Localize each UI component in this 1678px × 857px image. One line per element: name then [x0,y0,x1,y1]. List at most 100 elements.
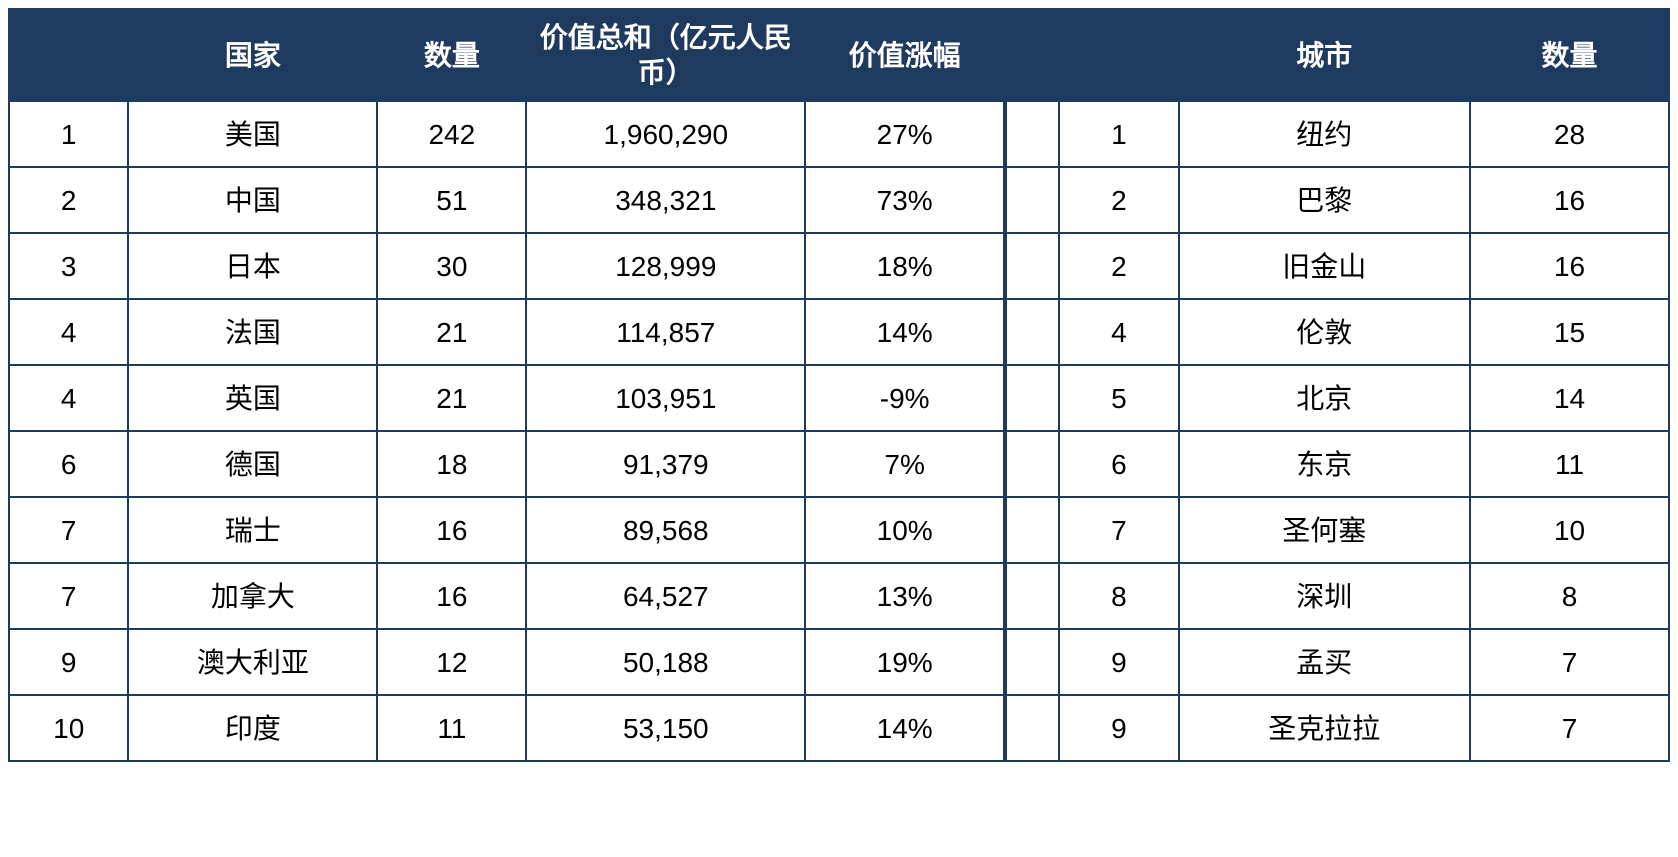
table-cell: 7 [9,563,128,629]
table-row: 6德国1891,3797% [9,431,1004,497]
table-cell: 4 [1059,299,1178,365]
col-count: 数量 [377,9,526,101]
col-separator [1006,9,1059,101]
table-cell: 纽约 [1179,101,1471,167]
table-cell: -9% [805,365,1004,431]
table-cell: 19% [805,629,1004,695]
table-cell: 16 [1470,167,1669,233]
table-cell: 242 [377,101,526,167]
col-city-rank [1059,9,1178,101]
table-cell: 圣何塞 [1179,497,1471,563]
table-cell: 73% [805,167,1004,233]
table-cell: 1,960,290 [526,101,805,167]
table-row: 4法国21114,85714% [9,299,1004,365]
table-cell: 7 [9,497,128,563]
country-table-body: 1美国2421,960,290 2 7% 2中国51348,32173%3日本3012… [9,101,1004,761]
table-cell: 15 [1470,299,1669,365]
table-cell: 德国 [128,431,377,497]
table-cell: 28 [1470,101,1669,167]
table-cell: 10 [9,695,128,761]
country-table: 国家 数量 价值总和（亿元人民币） 价值涨幅 1美国2421,960,29027… [8,8,1005,762]
table-row: 9孟买7 [1006,629,1669,695]
table-cell: 14 [1470,365,1669,431]
separator-cell [1006,629,1059,695]
table-row: 4英国21103,951-9% [9,365,1004,431]
table-cell: 18 [377,431,526,497]
table-cell: 103,951 [526,365,805,431]
table-row: 3日本30128,99918% [9,233,1004,299]
table-row: 7瑞士1689,56810% [9,497,1004,563]
table-cell: 114,857 [526,299,805,365]
table-cell: 50,188 [526,629,805,695]
table-cell: 348,321 [526,167,805,233]
table-cell: 6 [9,431,128,497]
table-cell: 11 [377,695,526,761]
table-cell: 圣克拉拉 [1179,695,1471,761]
tables-container: 国家 数量 价值总和（亿元人民币） 价值涨幅 1美国2421,960,29027… [8,8,1670,762]
table-cell: 30 [377,233,526,299]
separator-cell [1006,365,1059,431]
table-cell: 1 [1059,101,1178,167]
table-cell: 9 [1059,629,1178,695]
table-cell: 7% [805,431,1004,497]
table-cell: 10% [805,497,1004,563]
col-country: 国家 [128,9,377,101]
table-row: 1纽约28 [1006,101,1669,167]
table-cell: 7 [1470,629,1669,695]
table-row: 8深圳8 [1006,563,1669,629]
table-row: 2中国51348,32173% [9,167,1004,233]
table-row: 10印度1153,15014% [9,695,1004,761]
col-city: 城市 [1179,9,1471,101]
separator-cell [1006,431,1059,497]
separator-cell [1006,101,1059,167]
table-cell: 8 [1470,563,1669,629]
table-cell: 北京 [1179,365,1471,431]
table-cell: 14% [805,695,1004,761]
table-row: 6东京11 [1006,431,1669,497]
separator-cell [1006,233,1059,299]
table-row: 7加拿大1664,52713% [9,563,1004,629]
city-table: 城市 数量 1纽约282巴黎162旧金山164伦敦155北京146东京117圣何… [1005,8,1670,762]
table-row: 7圣何塞10 [1006,497,1669,563]
table-row: 5北京14 [1006,365,1669,431]
table-row: 2旧金山16 [1006,233,1669,299]
col-value: 价值总和（亿元人民币） [526,9,805,101]
table-cell: 8 [1059,563,1178,629]
table-cell: 64,527 [526,563,805,629]
table-cell: 9 [1059,695,1178,761]
table-cell: 法国 [128,299,377,365]
table-cell: 5 [1059,365,1178,431]
table-cell: 2 [1059,167,1178,233]
separator-cell [1006,497,1059,563]
separator-cell [1006,299,1059,365]
table-cell: 4 [9,299,128,365]
table-cell: 中国 [128,167,377,233]
table-cell: 澳大利亚 [128,629,377,695]
table-row: 2巴黎16 [1006,167,1669,233]
table-row: 9圣克拉拉7 [1006,695,1669,761]
table-row: 9澳大利亚1250,18819% [9,629,1004,695]
col-city-count: 数量 [1470,9,1669,101]
city-table-header-row: 城市 数量 [1006,9,1669,101]
table-row: 4伦敦15 [1006,299,1669,365]
separator-cell [1006,563,1059,629]
table-cell: 21 [377,365,526,431]
table-cell: 深圳 [1179,563,1471,629]
table-cell: 16 [377,497,526,563]
table-cell: 1 [9,101,128,167]
table-cell: 巴黎 [1179,167,1471,233]
table-cell: 14% [805,299,1004,365]
table-cell: 7 [1470,695,1669,761]
table-cell: 16 [377,563,526,629]
table-cell: 2 [9,167,128,233]
table-cell: 18% [805,233,1004,299]
table-cell: 7 [1059,497,1178,563]
table-cell: 3 [9,233,128,299]
table-cell: 英国 [128,365,377,431]
table-cell: 美国 [128,101,377,167]
table-cell: 2 [1059,233,1178,299]
table-cell: 128,999 [526,233,805,299]
table-cell: 4 [9,365,128,431]
table-cell: 53,150 [526,695,805,761]
table-cell: 91,379 [526,431,805,497]
